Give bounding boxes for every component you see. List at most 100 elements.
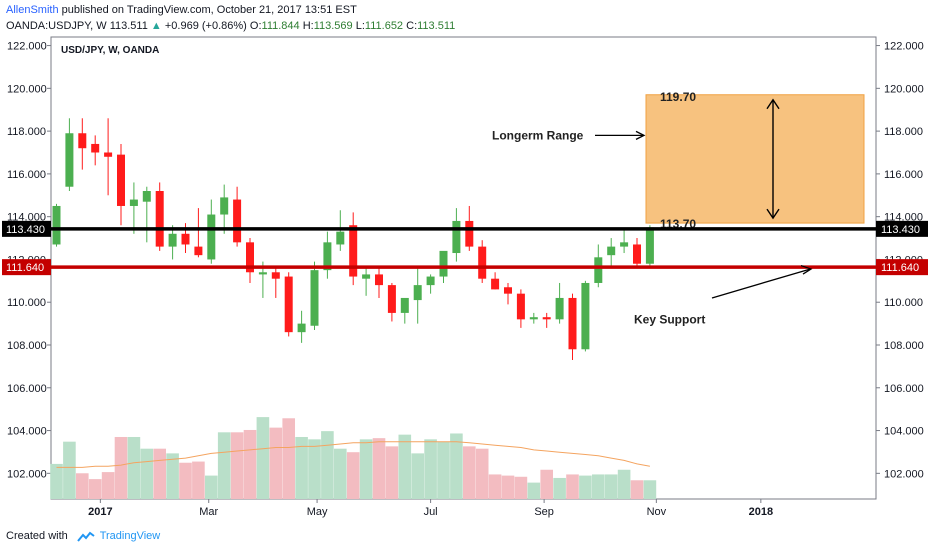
annotations: Longerm Range Key Support [492, 128, 813, 326]
low-label: L: [355, 20, 365, 32]
candle-up [310, 270, 319, 326]
tradingview-logo-icon [77, 531, 95, 542]
volume-bar [488, 474, 502, 499]
candle-down [194, 246, 203, 256]
candle-down [349, 225, 358, 277]
symbol-label[interactable]: OANDA:USDJPY, W [6, 20, 107, 32]
open-value: 111.844 [261, 20, 300, 32]
volume-bar [140, 448, 154, 499]
level-lines[interactable]: 113.430 113.430 111.640 111.640 [2, 220, 928, 276]
arrow-up-icon [766, 98, 780, 110]
chart-title: USD/JPY, W, OANDA [61, 45, 159, 56]
volume-bar [205, 475, 218, 499]
volume-bar [604, 474, 618, 499]
volume-bar [424, 439, 437, 499]
volume-bar [50, 463, 63, 499]
left-price-axis[interactable]: 122.000120.000118.000116.000114.000112.0… [7, 41, 51, 481]
volume-bar [411, 453, 424, 499]
volume-bar [166, 453, 179, 499]
y-tick-label-left: 122.000 [7, 41, 47, 53]
volume-bar [501, 475, 515, 499]
candle-up [581, 282, 590, 350]
candle-up [645, 227, 654, 264]
volume-bar [192, 461, 205, 499]
candle-down [491, 278, 500, 290]
y-tick-label-right: 122.000 [884, 41, 924, 53]
volume-bar [88, 479, 102, 499]
volume-ma-line [56, 441, 650, 468]
high-label: H: [302, 20, 314, 32]
longterm-range-label: Longerm Range [492, 128, 584, 142]
price-tag-left-label: 113.430 [6, 224, 45, 236]
candle-up [168, 233, 177, 247]
volume-bar [256, 417, 270, 499]
volume-bar [437, 441, 450, 499]
volume-bar [630, 480, 644, 499]
arrow-right-icon [635, 130, 646, 140]
arrow-right-icon [800, 264, 813, 275]
volume-bar [308, 439, 321, 499]
range-box-rect[interactable] [645, 94, 865, 224]
candle-down [91, 143, 100, 153]
volume-bar [127, 436, 141, 499]
arrow-down-icon [766, 208, 780, 220]
x-tick-label: Sep [534, 506, 554, 518]
volume-bar [475, 448, 489, 499]
chart-header: AllenSmith published on TradingView.com,… [6, 2, 926, 36]
ohlc-line: OANDA:USDJPY, W 113.511 ▲ +0.969 (+0.86%… [6, 18, 926, 34]
volume-bar [450, 433, 463, 499]
price-chart[interactable]: 122.000120.000118.000116.000114.000112.0… [0, 0, 932, 525]
y-tick-label-left: 114.000 [7, 212, 46, 224]
volume-bar [153, 448, 166, 499]
candle-down [568, 297, 577, 350]
y-tick-label-left: 106.000 [7, 383, 47, 395]
volume-bar [321, 431, 334, 499]
volume-bar [617, 469, 631, 499]
publish-line: AllenSmith published on TradingView.com,… [6, 2, 926, 18]
candle-down [375, 274, 383, 286]
candle-up [258, 272, 267, 275]
candle-up [65, 133, 74, 187]
x-tick-label: Jul [424, 506, 438, 518]
volume-bar [269, 427, 283, 499]
price-change: +0.969 (+0.86%) [164, 20, 247, 32]
price-tag-right-label: 113.430 [881, 224, 920, 236]
y-tick-label-right: 120.000 [884, 83, 924, 95]
candle-up [129, 199, 138, 206]
x-tick-label: Mar [199, 506, 218, 518]
x-tick-label: Nov [647, 506, 667, 518]
candle-down [78, 133, 87, 149]
author-link[interactable]: AllenSmith [6, 4, 59, 16]
candle-down [181, 233, 190, 245]
candle-down [465, 220, 474, 247]
candles [52, 118, 654, 360]
y-tick-label-right: 110.000 [884, 297, 923, 309]
y-tick-label-right: 108.000 [884, 340, 924, 352]
volume-bars [50, 417, 657, 499]
volume-bar [579, 475, 592, 499]
y-tick-label-left: 102.000 [7, 468, 47, 480]
x-tick-label: 2017 [88, 506, 112, 518]
volume-bar [63, 441, 76, 499]
tradingview-link[interactable]: TradingView [99, 530, 161, 542]
candle-down [117, 154, 125, 206]
y-tick-label-left: 118.000 [7, 126, 46, 138]
candle-up [620, 242, 629, 247]
volume-bar [540, 469, 553, 499]
candle-up [323, 242, 332, 271]
candle-up [426, 276, 435, 286]
volume-bar [398, 434, 412, 499]
volume-bar [114, 436, 128, 499]
candle-up [452, 220, 461, 254]
close-label: C: [406, 20, 418, 32]
candle-down [516, 293, 525, 320]
price-tag-right-label: 111.640 [881, 262, 919, 274]
time-axis[interactable]: 2017 Mar May Jul Sep Nov 2018 [88, 499, 773, 518]
price-tag-left-label: 111.640 [6, 262, 44, 274]
close-value: 113.511 [417, 20, 456, 32]
volume-bar [385, 446, 399, 499]
y-tick-label-right: 102.000 [884, 468, 924, 480]
high-value: 113.569 [313, 20, 353, 32]
candle-up [362, 274, 371, 279]
